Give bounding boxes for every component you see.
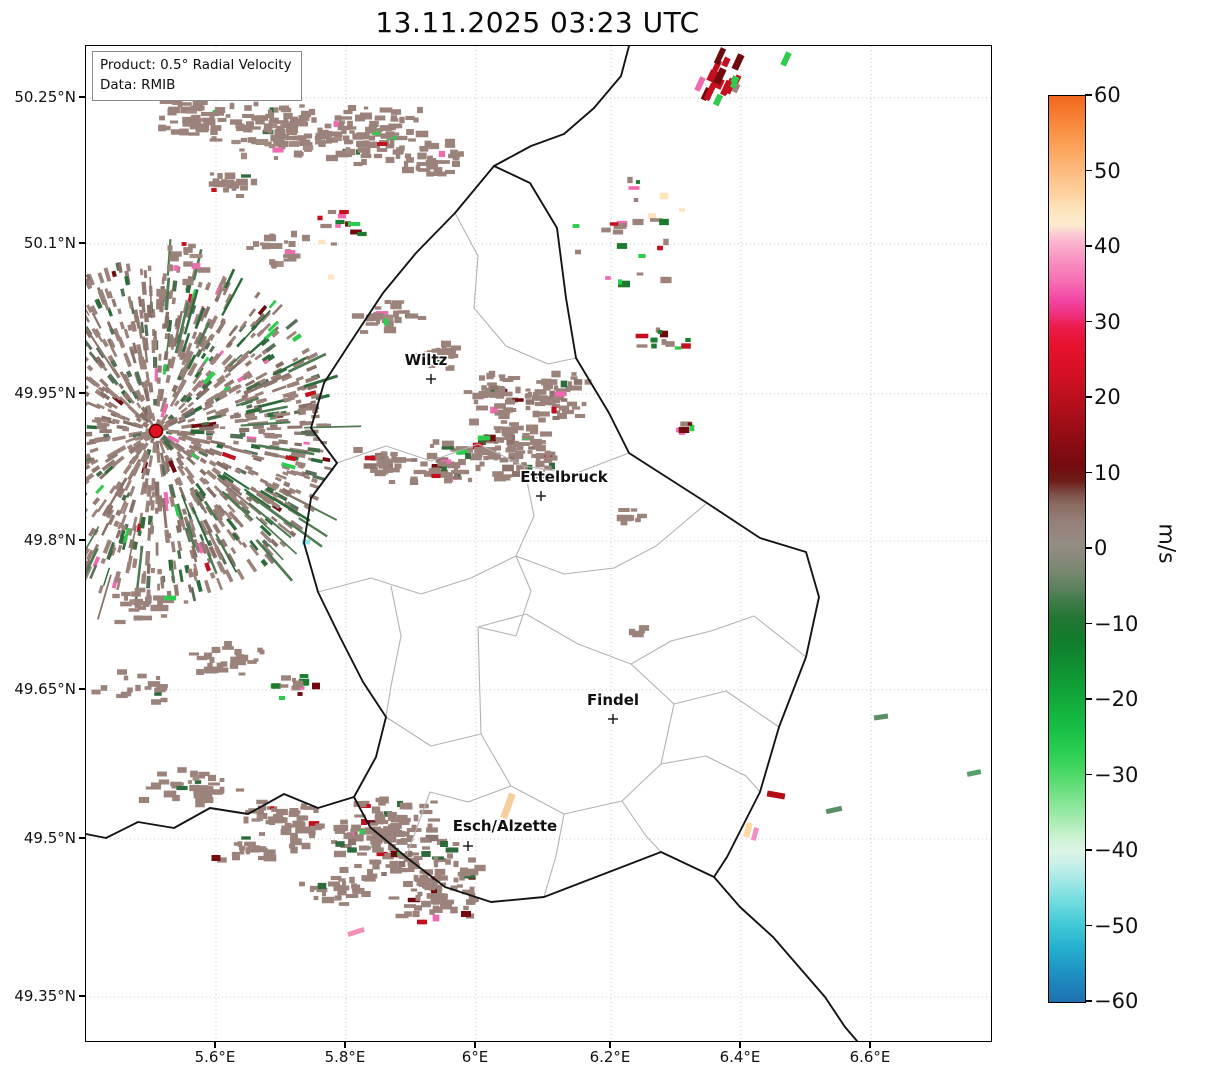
map-plot: Wiltz Ettelbruck Findel Esch/Alzette Produc…	[85, 45, 992, 1042]
colorbar-tick-label: −60	[1094, 989, 1139, 1013]
colorbar-tick-mark	[1085, 849, 1092, 851]
y-tick-label: 50.25°N	[14, 88, 76, 106]
y-tick-label: 49.35°N	[14, 987, 76, 1005]
y-tick-label: 50.1°N	[23, 234, 76, 252]
colorbar-tick-label: −10	[1094, 611, 1139, 636]
city-label: Findel	[587, 691, 639, 709]
colorbar-unit-label: m/s	[1153, 523, 1179, 564]
country-borders	[86, 46, 858, 1041]
y-tick-label: 49.95°N	[14, 384, 76, 402]
x-tick-mark	[344, 1041, 346, 1048]
colorbar-tick-label: 10	[1094, 460, 1121, 485]
district-borders	[317, 212, 807, 898]
x-tick-mark	[474, 1041, 476, 1048]
x-tick-mark	[739, 1041, 741, 1048]
colorbar-tick-mark	[1085, 698, 1092, 700]
product-info-box: Product: 0.5° Radial Velocity Data: RMIB	[92, 51, 302, 102]
city-label: Wiltz	[405, 351, 448, 369]
colorbar-tick-mark	[1085, 396, 1092, 398]
city-label: Ettelbruck	[520, 468, 609, 486]
product-label: Product: 0.5° Radial Velocity	[100, 57, 292, 73]
colorbar-tick-mark	[1085, 94, 1092, 96]
colorbar-tick-mark	[1085, 1000, 1092, 1002]
y-tick-mark	[79, 837, 85, 839]
colorbar-tick-mark	[1085, 622, 1092, 625]
colorbar-tick-mark	[1085, 320, 1092, 323]
colorbar-tick-label: 20	[1094, 385, 1121, 409]
city-markers: Wiltz Ettelbruck Findel Esch/Alzette	[403, 350, 641, 851]
city-label: Esch/Alzette	[453, 817, 557, 835]
x-tick-label: 6°E	[461, 1048, 489, 1066]
colorbar-tick-label: 50	[1094, 158, 1121, 183]
x-tick-mark	[869, 1041, 871, 1048]
x-tick-label: 5.8°E	[324, 1048, 366, 1066]
x-tick-label: 6.4°E	[719, 1048, 761, 1066]
y-tick-label: 49.65°N	[14, 680, 76, 698]
colorbar-tick-mark	[1085, 547, 1092, 549]
y-tick-mark	[79, 539, 85, 541]
map-canvas: Wiltz Ettelbruck Findel Esch/Alzette	[86, 46, 991, 1041]
colorbar-tick-label: −20	[1094, 687, 1139, 711]
echo-features	[211, 51, 982, 938]
colorbar-tick-label: 60	[1094, 83, 1121, 107]
colorbar-tick-mark	[1085, 245, 1092, 247]
colorbar-tick-label: −40	[1094, 838, 1139, 862]
colorbar-tick-mark	[1085, 924, 1092, 927]
colorbar-tick-label: −50	[1094, 913, 1139, 938]
colorbar-tick-mark	[1085, 471, 1092, 474]
x-tick-label: 5.6°E	[194, 1048, 236, 1066]
y-tick-mark	[79, 96, 85, 98]
x-tick-mark	[609, 1041, 611, 1048]
y-tick-label: 49.8°N	[23, 531, 76, 549]
y-tick-mark	[79, 688, 85, 690]
colorbar	[1048, 95, 1086, 1003]
colorbar-tick-mark	[1085, 773, 1092, 776]
x-tick-mark	[214, 1041, 216, 1048]
y-tick-mark	[79, 995, 85, 997]
y-tick-mark	[79, 242, 85, 244]
x-tick-label: 6.2°E	[589, 1048, 631, 1066]
colorbar-tick-mark	[1085, 169, 1092, 172]
colorbar-tick-label: −30	[1094, 762, 1139, 787]
radar-echoes	[86, 47, 745, 925]
x-tick-label: 6.6°E	[849, 1048, 891, 1066]
y-tick-label: 49.5°N	[23, 829, 76, 847]
colorbar-tick-label: 0	[1094, 536, 1108, 560]
radar-site-marker	[148, 423, 164, 439]
y-tick-mark	[79, 392, 85, 394]
colorbar-tick-label: 30	[1094, 309, 1121, 334]
colorbar-tick-label: 40	[1094, 234, 1121, 258]
data-source-label: Data: RMIB	[100, 76, 176, 93]
figure-title: 13.11.2025 03:23 UTC	[375, 6, 700, 39]
